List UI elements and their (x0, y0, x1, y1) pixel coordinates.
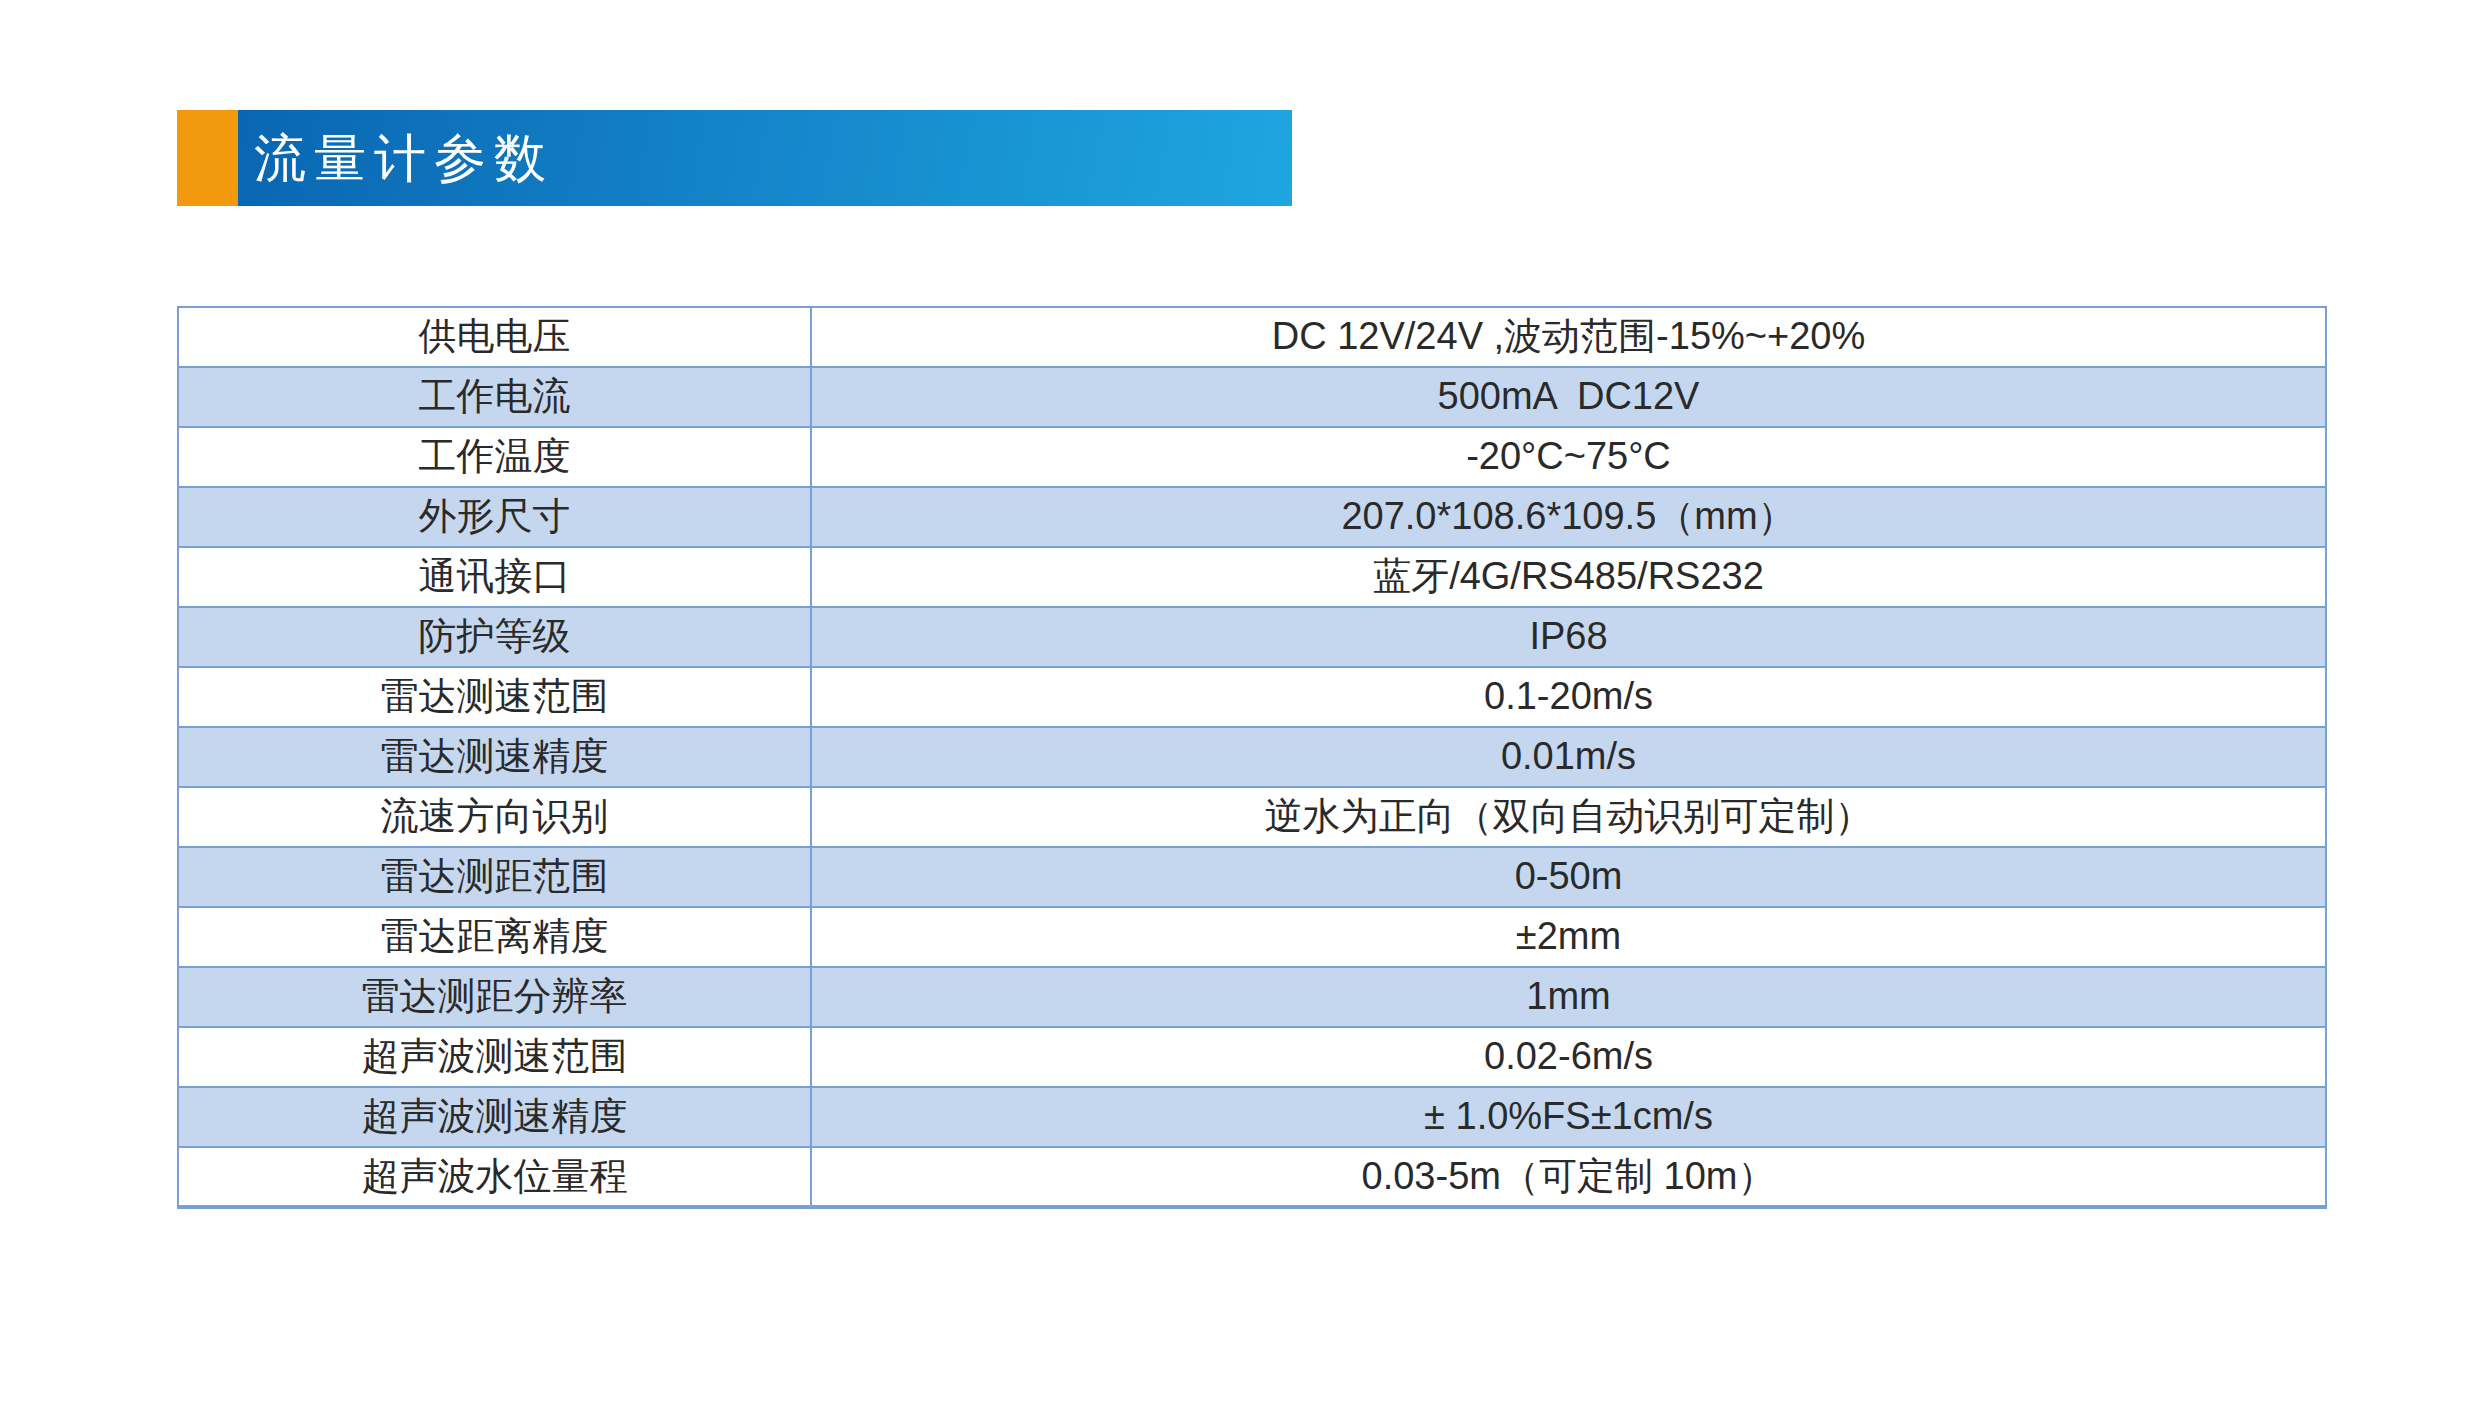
table-row: 超声波测速精度 ± 1.0%FS±1cm/s (178, 1087, 2326, 1147)
param-value: ±2mm (811, 907, 2326, 967)
spec-table-body: 供电电压 DC 12V/24V ,波动范围-15%~+20% 工作电流 500m… (178, 307, 2326, 1207)
param-value: 0.1-20m/s (811, 667, 2326, 727)
orange-accent-block (177, 110, 238, 206)
param-label: 外形尺寸 (178, 487, 811, 547)
table-row: 雷达测距分辨率 1mm (178, 967, 2326, 1027)
param-value: 1mm (811, 967, 2326, 1027)
param-label: 供电电压 (178, 307, 811, 367)
page-title: 流量计参数 (254, 132, 554, 184)
param-label: 超声波测速范围 (178, 1027, 811, 1087)
table-row: 雷达测距范围 0-50m (178, 847, 2326, 907)
param-label: 雷达测距分辨率 (178, 967, 811, 1027)
param-value: 0.01m/s (811, 727, 2326, 787)
param-label: 超声波测速精度 (178, 1087, 811, 1147)
param-value: 蓝牙/4G/RS485/RS232 (811, 547, 2326, 607)
table-row: 工作温度 -20°C~75°C (178, 427, 2326, 487)
param-label: 雷达测距范围 (178, 847, 811, 907)
param-value: 0-50m (811, 847, 2326, 907)
param-label: 超声波水位量程 (178, 1147, 811, 1207)
param-value: 逆水为正向（双向自动识别可定制） (811, 787, 2326, 847)
table-row: 超声波测速范围 0.02-6m/s (178, 1027, 2326, 1087)
table-row: 超声波水位量程 0.03-5m（可定制 10m） (178, 1147, 2326, 1207)
table-row: 供电电压 DC 12V/24V ,波动范围-15%~+20% (178, 307, 2326, 367)
param-label: 雷达测速范围 (178, 667, 811, 727)
table-row: 雷达测速范围 0.1-20m/s (178, 667, 2326, 727)
param-label: 工作温度 (178, 427, 811, 487)
param-label: 工作电流 (178, 367, 811, 427)
param-label: 防护等级 (178, 607, 811, 667)
param-label: 雷达距离精度 (178, 907, 811, 967)
table-row: 外形尺寸 207.0*108.6*109.5（mm） (178, 487, 2326, 547)
param-value: 0.02-6m/s (811, 1027, 2326, 1087)
table-row: 雷达测速精度 0.01m/s (178, 727, 2326, 787)
param-value: IP68 (811, 607, 2326, 667)
table-row: 工作电流 500mA DC12V (178, 367, 2326, 427)
param-value: 0.03-5m（可定制 10m） (811, 1147, 2326, 1207)
param-value: -20°C~75°C (811, 427, 2326, 487)
table-row: 雷达距离精度 ±2mm (178, 907, 2326, 967)
spec-table: 供电电压 DC 12V/24V ,波动范围-15%~+20% 工作电流 500m… (177, 306, 2327, 1209)
param-value: DC 12V/24V ,波动范围-15%~+20% (811, 307, 2326, 367)
param-value: 207.0*108.6*109.5（mm） (811, 487, 2326, 547)
banner-bar: 流量计参数 (238, 110, 1292, 206)
param-label: 流速方向识别 (178, 787, 811, 847)
param-value: 500mA DC12V (811, 367, 2326, 427)
table-row: 防护等级 IP68 (178, 607, 2326, 667)
section-header-banner: 流量计参数 (177, 110, 1292, 206)
table-row: 通讯接口 蓝牙/4G/RS485/RS232 (178, 547, 2326, 607)
param-value: ± 1.0%FS±1cm/s (811, 1087, 2326, 1147)
table-row: 流速方向识别 逆水为正向（双向自动识别可定制） (178, 787, 2326, 847)
param-label: 通讯接口 (178, 547, 811, 607)
param-label: 雷达测速精度 (178, 727, 811, 787)
